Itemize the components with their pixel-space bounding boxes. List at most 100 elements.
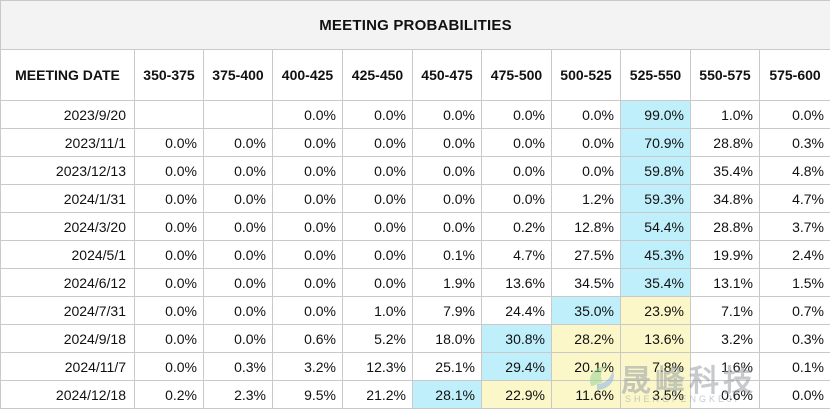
probability-cell: 0.0%: [551, 128, 621, 157]
probability-cell: 0.0%: [758, 100, 830, 129]
probability-cell: 29.4%: [481, 352, 552, 381]
probability-cell: 0.0%: [203, 184, 273, 213]
probability-cell: 23.9%: [620, 296, 691, 325]
probability-cell: 1.2%: [551, 184, 621, 213]
probability-cell: 0.0%: [342, 128, 413, 157]
probability-cell: 0.0%: [342, 100, 413, 129]
probability-cell: 0.0%: [272, 100, 343, 129]
probability-cell: 19.9%: [690, 240, 760, 269]
probability-cell: 0.0%: [272, 184, 343, 213]
probability-cell: 0.0%: [272, 296, 343, 325]
probability-cell: 0.0%: [412, 128, 482, 157]
probability-cell: 0.0%: [134, 324, 204, 353]
probability-cell: 4.7%: [758, 184, 830, 213]
probability-cell: 59.8%: [620, 156, 691, 185]
column-header-525-550: 525-550: [620, 49, 691, 101]
table-row: 2024/3/20 0.0% 0.0% 0.0% 0.0% 0.0% 0.2% 12.8% 54…: [0, 212, 830, 241]
probability-cell: 0.0%: [134, 352, 204, 381]
table-row: 2024/1/31 0.0% 0.0% 0.0% 0.0% 0.0% 0.0% 1.2% 59.…: [0, 184, 830, 213]
probability-cell: 0.0%: [134, 268, 204, 297]
probability-cell: 0.0%: [481, 184, 552, 213]
probability-cell: 24.4%: [481, 296, 552, 325]
probability-cell: 3.2%: [272, 352, 343, 381]
meeting-date-cell: 2023/9/20: [0, 100, 135, 129]
probability-cell: 7.1%: [690, 296, 760, 325]
probability-cell: 13.1%: [690, 268, 760, 297]
table-row: 2024/11/7 0.0% 0.3% 3.2% 12.3% 25.1% 29.4% 20.1…: [0, 352, 830, 381]
probability-cell: 0.0%: [342, 268, 413, 297]
probability-cell: 28.8%: [690, 212, 760, 241]
probability-cell: 3.5%: [620, 380, 691, 409]
column-header-425-450: 425-450: [342, 49, 413, 101]
probability-cell: 13.6%: [620, 324, 691, 353]
probability-cell: 2.4%: [758, 240, 830, 269]
probability-cell: 0.0%: [551, 156, 621, 185]
probability-cell: 27.5%: [551, 240, 621, 269]
probability-cell: 35.4%: [620, 268, 691, 297]
probability-cell: 3.2%: [690, 324, 760, 353]
probability-cell: 13.6%: [481, 268, 552, 297]
column-header-row: MEETING DATE 350-375 375-400 400-425 425-450…: [0, 49, 830, 101]
probability-cell: 0.0%: [134, 156, 204, 185]
probability-cell: 0.3%: [203, 352, 273, 381]
probability-cell: 0.0%: [272, 156, 343, 185]
meeting-date-cell: 2024/11/7: [0, 352, 135, 381]
probability-cell: 45.3%: [620, 240, 691, 269]
meeting-date-cell: 2024/6/12: [0, 268, 135, 297]
meeting-date-cell: 2024/1/31: [0, 184, 135, 213]
probability-cell: 70.9%: [620, 128, 691, 157]
column-header-400-425: 400-425: [272, 49, 343, 101]
probability-cell: 0.0%: [203, 240, 273, 269]
probability-cell: 0.0%: [203, 156, 273, 185]
table-row: 2024/5/1 0.0% 0.0% 0.0% 0.0% 0.1% 4.7% 27.5% 45.…: [0, 240, 830, 269]
probability-cell: 0.0%: [203, 296, 273, 325]
probability-cell: 0.0%: [342, 212, 413, 241]
probability-cell: 0.0%: [272, 128, 343, 157]
column-header-meeting-date: MEETING DATE: [0, 49, 135, 101]
probability-cell: 7.8%: [620, 352, 691, 381]
table-row: 2024/6/12 0.0% 0.0% 0.0% 0.0% 1.9% 13.6% 34.5% 3…: [0, 268, 830, 297]
probability-cell: 3.7%: [758, 212, 830, 241]
probability-cell: [203, 100, 273, 129]
probability-cell: 0.0%: [203, 128, 273, 157]
probability-cell: 0.0%: [342, 240, 413, 269]
probability-cell: 12.3%: [342, 352, 413, 381]
probability-cell: 0.1%: [758, 352, 830, 381]
probability-cell: 5.2%: [342, 324, 413, 353]
table-row: 2024/7/31 0.0% 0.0% 0.0% 1.0% 7.9% 24.4% 35.0% 2…: [0, 296, 830, 325]
probability-cell: 21.2%: [342, 380, 413, 409]
probability-cell: 0.3%: [758, 324, 830, 353]
probability-cell: 0.0%: [134, 296, 204, 325]
table-body: 2023/9/20 0.0% 0.0% 0.0% 0.0% 0.0% 99.0% 1.0% 0.…: [0, 100, 830, 409]
probability-cell: 20.1%: [551, 352, 621, 381]
probability-cell: 35.4%: [690, 156, 760, 185]
probability-cell: 0.0%: [203, 324, 273, 353]
probability-cell: 0.0%: [134, 240, 204, 269]
meeting-date-cell: 2023/12/13: [0, 156, 135, 185]
probability-cell: 35.0%: [551, 296, 621, 325]
probability-cell: 0.0%: [272, 240, 343, 269]
probability-cell: 0.6%: [690, 380, 760, 409]
probability-cell: 11.6%: [551, 380, 621, 409]
probability-cell: 0.0%: [203, 212, 273, 241]
probability-cell: 22.9%: [481, 380, 552, 409]
probability-cell: 0.0%: [551, 100, 621, 129]
probability-cell: 28.1%: [412, 380, 482, 409]
meeting-date-cell: 2024/3/20: [0, 212, 135, 241]
probability-cell: 0.0%: [134, 128, 204, 157]
probability-cell: 0.0%: [134, 184, 204, 213]
table-row: 2023/9/20 0.0% 0.0% 0.0% 0.0% 0.0% 99.0% 1.0% 0.…: [0, 100, 830, 129]
probability-cell: 0.0%: [412, 156, 482, 185]
table-row: 2023/11/1 0.0% 0.0% 0.0% 0.0% 0.0% 0.0% 0.0% 70.…: [0, 128, 830, 157]
probability-cell: 2.3%: [203, 380, 273, 409]
probability-cell: 34.8%: [690, 184, 760, 213]
meeting-date-cell: 2024/9/18: [0, 324, 135, 353]
probability-cell: 7.9%: [412, 296, 482, 325]
meeting-date-cell: 2023/11/1: [0, 128, 135, 157]
probability-cell: 4.8%: [758, 156, 830, 185]
probability-cell: 9.5%: [272, 380, 343, 409]
probability-cell: 0.0%: [412, 184, 482, 213]
probability-cell: 0.0%: [758, 380, 830, 409]
